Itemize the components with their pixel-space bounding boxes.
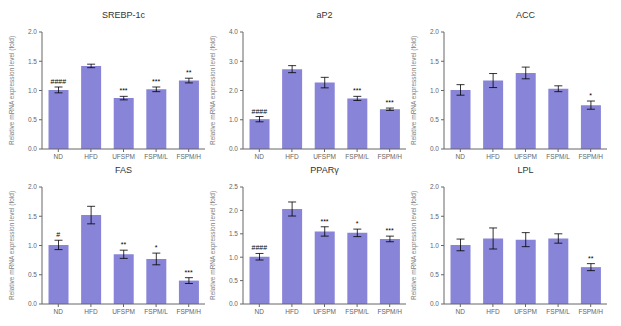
svg-text:Relative mRNA expression level: Relative mRNA expression level (fold)	[8, 191, 16, 300]
html-text:LPL: LPL	[517, 165, 534, 175]
svg-text:UFSPM: UFSPM	[313, 153, 336, 160]
svg-text:1.5: 1.5	[28, 213, 37, 220]
svg-text:1.0: 1.0	[28, 242, 37, 249]
svg-text:FSPM/L: FSPM/L	[144, 153, 168, 160]
html-text:aP2: aP2	[316, 10, 333, 20]
svg-text:0.0: 0.0	[430, 145, 439, 152]
svg-text:***: ***	[386, 99, 394, 106]
svg-text:Relative mRNA expression level: Relative mRNA expression level (fold)	[410, 36, 418, 145]
html-text:SREBP-1c: SREBP-1c	[102, 10, 145, 20]
svg-text:FSPM/H: FSPM/H	[578, 153, 603, 160]
svg-text:FSPM/L: FSPM/L	[345, 153, 369, 160]
svg-text:***: ***	[152, 78, 160, 85]
svg-text:FSPM/H: FSPM/H	[377, 308, 402, 315]
svg-text:FSPM/L: FSPM/L	[144, 308, 168, 315]
svg-text:***: ***	[119, 87, 127, 94]
svg-text:HFD: HFD	[84, 308, 98, 315]
svg-text:2.0: 2.0	[28, 183, 37, 190]
svg-text:***: ***	[185, 269, 193, 276]
svg-text:***: ***	[320, 218, 328, 225]
svg-text:HFD: HFD	[84, 153, 98, 160]
svg-text:***: ***	[353, 87, 361, 94]
svg-text:0.5: 0.5	[430, 271, 439, 278]
html-text:PPARγ: PPARγ	[310, 165, 339, 175]
svg-text:**: **	[121, 241, 127, 248]
svg-text:####: ####	[252, 108, 268, 115]
svg-text:0.0: 0.0	[28, 300, 37, 307]
svg-text:UFSPM: UFSPM	[514, 153, 537, 160]
svg-text:UFSPM: UFSPM	[112, 308, 135, 315]
svg-text:*: *	[356, 220, 359, 227]
svg-text:1.5: 1.5	[229, 230, 238, 237]
svg-text:*: *	[589, 92, 592, 99]
svg-text:ND: ND	[456, 308, 466, 315]
svg-text:HFD: HFD	[486, 308, 500, 315]
svg-text:2.0: 2.0	[229, 87, 238, 94]
svg-text:UFSPM: UFSPM	[313, 308, 336, 315]
svg-text:4.0: 4.0	[229, 28, 238, 35]
svg-text:FSPM/L: FSPM/L	[345, 308, 369, 315]
svg-text:1.5: 1.5	[28, 58, 37, 65]
svg-text:1.0: 1.0	[229, 116, 238, 123]
svg-text:2.0: 2.0	[229, 207, 238, 214]
svg-text:FSPM/H: FSPM/H	[377, 153, 402, 160]
svg-text:1.0: 1.0	[430, 87, 439, 94]
svg-text:0.5: 0.5	[229, 277, 238, 284]
svg-text:0.0: 0.0	[430, 300, 439, 307]
svg-text:ND: ND	[255, 153, 265, 160]
svg-text:1.5: 1.5	[430, 58, 439, 65]
svg-text:2.5: 2.5	[229, 183, 238, 190]
svg-text:FSPM/H: FSPM/H	[578, 308, 603, 315]
svg-text:FSPM/L: FSPM/L	[546, 308, 570, 315]
svg-text:*: *	[155, 244, 158, 251]
svg-text:2.0: 2.0	[28, 28, 37, 35]
svg-text:**: **	[588, 255, 594, 262]
svg-text:Relative mRNA expression level: Relative mRNA expression level (fold)	[209, 36, 217, 145]
svg-text:0.0: 0.0	[229, 300, 238, 307]
svg-text:HFD: HFD	[285, 153, 299, 160]
svg-text:Relative mRNA expression level: Relative mRNA expression level (fold)	[209, 191, 217, 300]
svg-text:**: **	[186, 69, 192, 76]
svg-text:Relative mRNA expression level: Relative mRNA expression level (fold)	[410, 191, 418, 300]
svg-text:ND: ND	[456, 153, 466, 160]
svg-text:1.5: 1.5	[430, 213, 439, 220]
html-text:FAS: FAS	[115, 165, 132, 175]
svg-text:2.0: 2.0	[430, 28, 439, 35]
svg-text:UFSPM: UFSPM	[514, 308, 537, 315]
svg-text:HFD: HFD	[486, 153, 500, 160]
svg-text:0.0: 0.0	[28, 145, 37, 152]
svg-text:ND: ND	[54, 308, 64, 315]
svg-text:ND: ND	[255, 308, 265, 315]
svg-text:0.5: 0.5	[430, 116, 439, 123]
svg-text:1.0: 1.0	[430, 242, 439, 249]
svg-text:3.0: 3.0	[229, 58, 238, 65]
svg-text:0.5: 0.5	[28, 116, 37, 123]
svg-text:#: #	[56, 231, 60, 238]
svg-text:HFD: HFD	[285, 308, 299, 315]
svg-text:1.0: 1.0	[28, 87, 37, 94]
svg-text:####: ####	[51, 78, 67, 85]
svg-text:0.0: 0.0	[229, 145, 238, 152]
svg-text:0.5: 0.5	[28, 271, 37, 278]
svg-text:FSPM/H: FSPM/H	[176, 153, 201, 160]
svg-text:####: ####	[252, 244, 268, 251]
svg-text:FSPM/L: FSPM/L	[546, 153, 570, 160]
html-text:ACC: ACC	[516, 10, 535, 20]
svg-text:2.0: 2.0	[430, 183, 439, 190]
svg-text:UFSPM: UFSPM	[112, 153, 135, 160]
svg-text:ND: ND	[54, 153, 64, 160]
svg-text:1.0: 1.0	[229, 254, 238, 261]
svg-text:FSPM/H: FSPM/H	[176, 308, 201, 315]
svg-text:***: ***	[386, 227, 394, 234]
svg-text:Relative mRNA expression level: Relative mRNA expression level (fold)	[8, 36, 16, 145]
